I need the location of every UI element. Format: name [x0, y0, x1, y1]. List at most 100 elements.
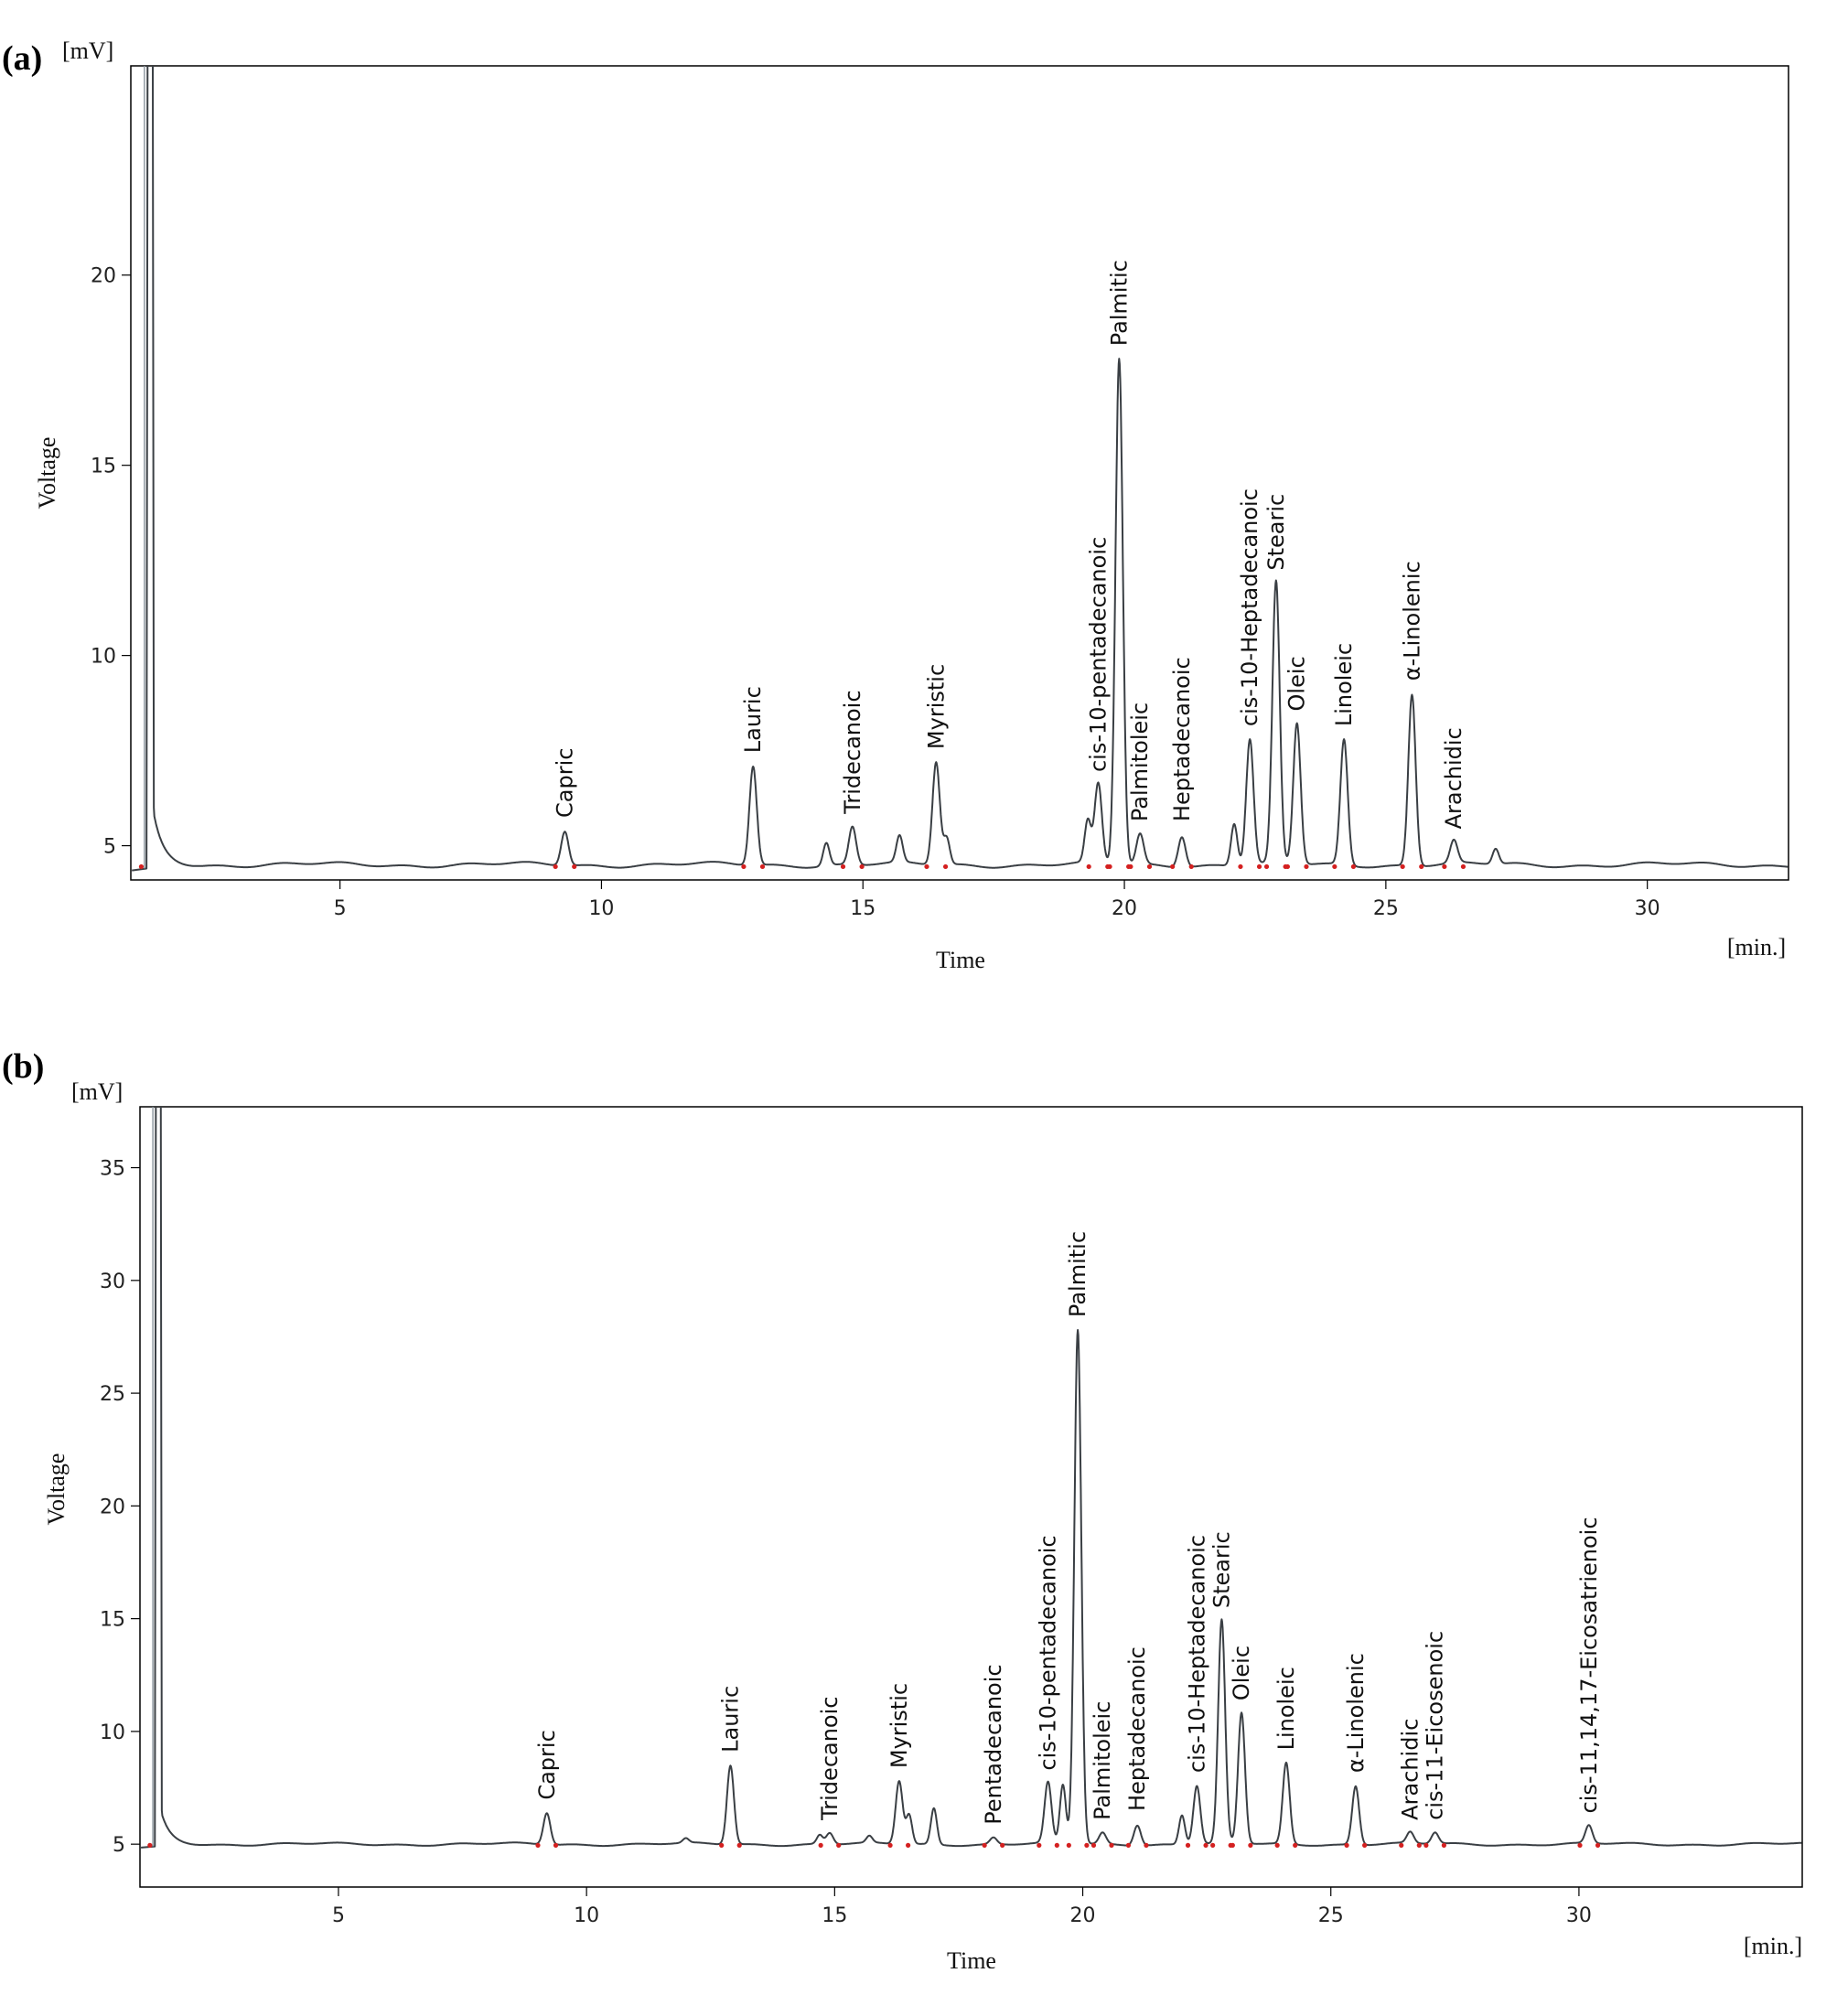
y-tick-label: 10 — [100, 1721, 125, 1744]
integration-marker — [1400, 863, 1405, 870]
y-tick-label: 5 — [103, 836, 116, 859]
peak-label: Myristic — [886, 1683, 912, 1768]
integration-marker — [1304, 863, 1309, 870]
peak-label: Pentadecanoic — [981, 1664, 1006, 1824]
integration-marker — [859, 863, 865, 870]
y-tick-label: 15 — [91, 456, 116, 478]
x-tick-label: 30 — [1566, 1904, 1592, 1927]
peak-label: Palmitoleic — [1090, 1701, 1115, 1820]
y-unit-label: [mV] — [62, 38, 113, 64]
panel-label: (a) — [2, 39, 42, 78]
plot-frame — [139, 1106, 1803, 1888]
integration-marker — [1441, 1842, 1446, 1848]
peak-label: Stearic — [1263, 494, 1289, 571]
integration-marker — [1293, 1842, 1298, 1848]
peak-label: α-Linolenic — [1399, 561, 1424, 681]
panel-label: (b) — [2, 1047, 44, 1086]
integration-marker — [1128, 863, 1133, 870]
peak-label: cis-10-Heptadecanoic — [1184, 1535, 1209, 1773]
y-tick-label: 30 — [100, 1271, 125, 1293]
peak-label: Tridecanoic — [817, 1697, 843, 1821]
integration-marker — [147, 1842, 153, 1848]
integration-marker — [982, 1842, 987, 1848]
x-tick-label: 15 — [850, 897, 876, 920]
integration-marker — [1344, 1842, 1349, 1848]
integration-marker — [1460, 863, 1466, 870]
integration-marker — [1416, 1842, 1422, 1848]
peak-label: Linoleic — [1331, 643, 1357, 726]
peak-label: Linoleic — [1273, 1667, 1299, 1750]
peak-label: Oleic — [1284, 656, 1310, 711]
x-tick-label: 15 — [822, 1904, 847, 1927]
x-axis-title: Time — [936, 947, 985, 973]
chromatogram-chart-a: (a) [mV] [min.] Time Voltage 5 10 15 20 25 30 5 10 15… — [2, 38, 1789, 973]
peak-label: cis-11-Eicosenoic — [1423, 1631, 1448, 1820]
integration-marker — [759, 863, 766, 870]
integration-marker — [1037, 1842, 1042, 1848]
chromatogram-panel-a: (a) [mV] [min.] Time Voltage 5 10 15 20 25 30 5 10 15… — [0, 0, 1837, 984]
integration-marker — [553, 863, 558, 870]
integration-marker — [1185, 1842, 1191, 1848]
y-tick-label: 15 — [100, 1609, 125, 1632]
peak-label: Heptadecanoic — [1124, 1646, 1150, 1811]
y-axis-title: Voltage — [43, 1453, 70, 1526]
integration-marker — [1284, 863, 1290, 870]
peak-label: cis-10-pentadecanoic — [1085, 537, 1111, 772]
y-tick-label: 25 — [100, 1383, 125, 1406]
integration-marker — [1399, 1842, 1404, 1848]
integration-marker — [1595, 1842, 1601, 1848]
integration-marker — [1054, 1842, 1059, 1848]
x-tick-label: 5 — [332, 1904, 345, 1927]
peak-label: Palmitoleic — [1127, 702, 1153, 821]
peak-label: Lauric — [740, 686, 766, 753]
peak-label: Capric — [552, 747, 577, 817]
integration-marker — [1090, 1842, 1097, 1848]
chromatogram-chart-b: (b) [mV] [min.] Time Voltage 5 10 15 20 25 30 5 10 15… — [2, 1047, 1803, 1968]
integration-marker — [1146, 863, 1153, 870]
integration-marker — [1144, 1842, 1149, 1848]
integration-marker — [906, 1842, 911, 1848]
integration-marker — [818, 1842, 823, 1848]
integration-marker — [1350, 863, 1357, 870]
x-axis-title: Time — [947, 1947, 996, 1968]
chromatogram-trace — [132, 65, 1789, 872]
integration-marker — [836, 1842, 842, 1848]
x-tick-label: 5 — [334, 897, 347, 920]
peak-label: Myristic — [923, 664, 949, 749]
integration-marker — [719, 1842, 725, 1848]
x-unit-label: [min.] — [1727, 934, 1786, 960]
chromatogram-panel-b: (b) [mV] [min.] Time Voltage 5 10 15 20 25 30 5 10 15… — [0, 1032, 1837, 2016]
y-tick-label: 20 — [100, 1496, 125, 1518]
y-tick-label: 5 — [113, 1834, 125, 1857]
y-tick-label: 35 — [100, 1158, 125, 1181]
peak-label: Heptadecanoic — [1169, 657, 1195, 821]
peak-label: Tridecanoic — [840, 690, 865, 814]
integration-marker — [736, 1842, 742, 1848]
x-tick-label: 20 — [1070, 1904, 1096, 1927]
integration-marker — [572, 863, 577, 870]
integration-marker — [1332, 863, 1337, 870]
peak-label: Stearic — [1209, 1531, 1234, 1608]
integration-marker — [1188, 863, 1194, 870]
x-tick-label: 20 — [1112, 897, 1137, 920]
integration-marker — [1170, 863, 1176, 870]
plot-frame — [130, 65, 1789, 881]
integration-marker — [1086, 863, 1091, 870]
integration-marker — [1419, 863, 1424, 870]
integration-marker — [1577, 1842, 1583, 1848]
y-tick-label: 10 — [91, 646, 116, 669]
integration-marker — [1084, 1842, 1090, 1848]
x-tick-label: 25 — [1373, 897, 1399, 920]
integration-marker — [1423, 1842, 1429, 1848]
x-tick-label: 30 — [1635, 897, 1660, 920]
integration-marker — [741, 863, 747, 870]
integration-marker — [887, 1842, 893, 1848]
peak-label: Arachidic — [1398, 1719, 1423, 1820]
integration-marker — [1000, 1842, 1005, 1848]
peak-label: Oleic — [1229, 1646, 1254, 1700]
integration-marker — [138, 863, 145, 870]
integration-marker — [840, 863, 846, 870]
x-tick-label: 10 — [588, 897, 614, 920]
peak-label: cis-10-pentadecanoic — [1036, 1535, 1061, 1770]
y-unit-label: [mV] — [71, 1078, 123, 1105]
